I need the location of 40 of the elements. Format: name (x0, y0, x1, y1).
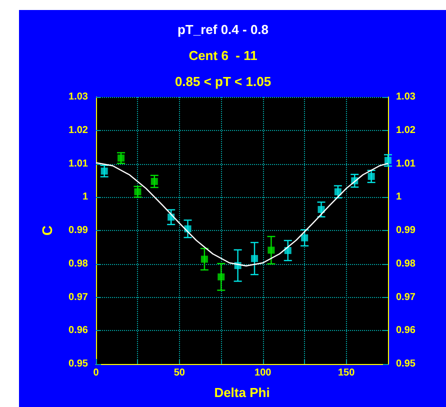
y-tick-label: 0.98 (68, 258, 88, 270)
point (200, 256, 208, 263)
x-tick-label: 150 (338, 368, 356, 378)
point (251, 255, 258, 262)
y2-tick-label: 0.98 (396, 258, 416, 270)
point (334, 188, 342, 196)
text: 0.85 < pT < 1.05 (174, 74, 272, 89)
point (384, 156, 392, 164)
point (318, 206, 325, 213)
point (150, 178, 158, 185)
x-axis-title: Delta Phi (214, 385, 270, 400)
point (368, 172, 375, 180)
y-tick-label: 1.01 (68, 158, 88, 170)
point (118, 154, 125, 162)
x-tick-label: 50 (174, 368, 186, 378)
point (218, 273, 225, 280)
y2-tick-label: 1.01 (396, 158, 416, 170)
y2-tick-label: 1.03 (396, 92, 416, 102)
y2-tick-label: 1.02 (396, 124, 416, 136)
point (301, 234, 308, 242)
chart-title: pT_ref 0.4 - 0.8 (177, 22, 269, 37)
y-axis-title: C (39, 225, 55, 236)
x-tick-label: 0 (93, 368, 100, 378)
chart-subtitle: Cent 6 - 11 (188, 48, 258, 63)
point (134, 188, 142, 196)
y2-tick-label: 0.96 (396, 325, 416, 336)
y-tick-label: 1.02 (68, 124, 88, 136)
point (268, 246, 275, 254)
y2-tick-label: 0.95 (396, 358, 416, 370)
y-tick-label: 0.95 (68, 358, 88, 370)
point (100, 168, 108, 175)
y-tick-label: 0.97 (68, 292, 88, 303)
y-tick-label: 0.99 (68, 225, 88, 236)
y2-tick-label: 1 (396, 192, 402, 203)
y2-tick-label: 0.99 (396, 225, 416, 236)
x-tick-label: 100 (254, 368, 272, 378)
y-tick-label: 0.96 (68, 325, 88, 336)
y-tick-label: 1 (82, 192, 88, 203)
y-tick-label: 1.03 (68, 92, 88, 102)
y2-tick-label: 0.97 (396, 292, 416, 303)
